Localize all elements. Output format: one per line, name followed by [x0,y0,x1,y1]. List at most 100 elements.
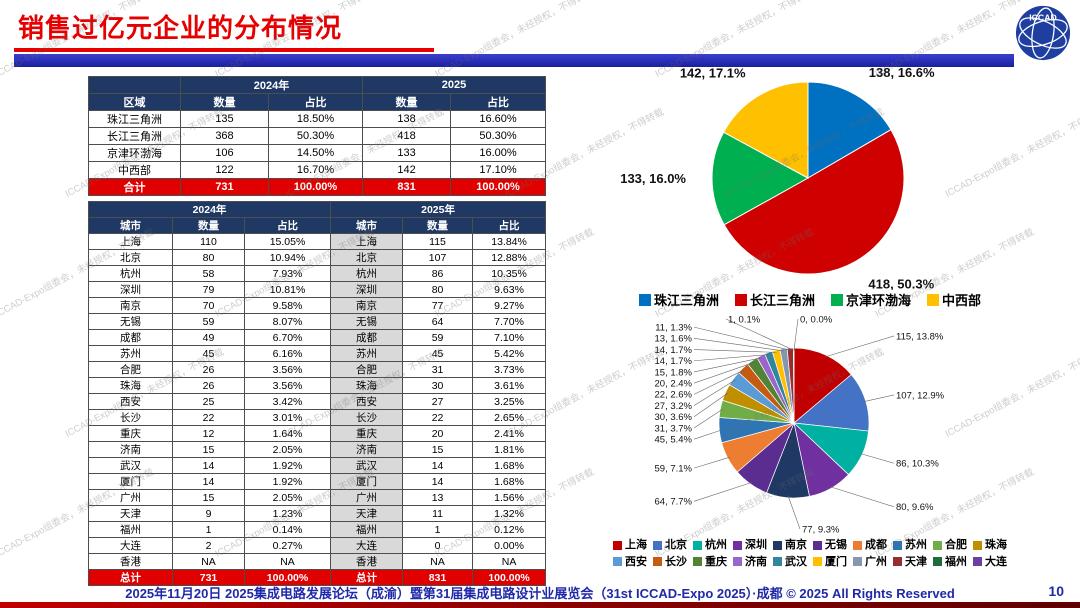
label-leader-line [693,379,736,406]
pie-data-label: 86, 10.3% [896,459,939,470]
table-row: 济南 15 2.05% 济南 15 1.81% [88,441,547,458]
legend-label: 广州 [865,555,887,568]
year-header-2024: 2024年 [179,76,364,94]
legend-swatch [853,557,862,567]
legend-item-深圳: 深圳 [733,537,767,554]
table-cell: 106 [180,144,269,162]
table-cell: 济南 [88,441,173,458]
table-cell: 3.25% [472,393,547,410]
footer: 2025年11月20日 2025集成电路发展论坛（成渝）暨第31届集成电路设计业… [0,583,1080,602]
table-cell: 苏州 [330,345,404,362]
table-cell: 杭州 [88,265,173,282]
pie-data-label: 115, 13.8% [896,331,944,342]
legend-swatch [893,557,902,567]
table-cell: 厦门 [88,473,173,490]
table-cell: 上海 [88,233,173,250]
table-cell: 10.94% [243,249,332,266]
table-cell: 50.30% [450,127,547,145]
legend-label: 珠海 [985,539,1007,551]
pct-header: 占比 [450,93,547,111]
table-cell: 天津 [88,505,173,522]
table-cell: 北京 [88,249,173,266]
pie-data-label: 14, 1.7% [655,345,693,356]
table-row: 广州 15 2.05% 广州 13 1.56% [88,489,547,506]
iccad-logo: ICCAD [1015,5,1071,61]
table-cell: 1.64% [243,425,332,442]
pie-slice-上海 [793,347,852,424]
legend-label: 京津环渤海 [846,293,912,308]
table-cell: 15.05% [243,233,332,250]
table-cell: 南京 [88,297,173,314]
table-cell: 14.50% [267,144,364,162]
table-cell: 大连 [330,537,404,554]
table-cell: 中西部 [88,161,181,179]
table-row: 长沙 22 3.01% 长沙 22 2.65% [88,409,547,426]
table-header-row: 2024年 2025 [88,76,547,94]
legend-label: 长沙 [665,555,687,568]
legend-item-成都: 成都 [853,537,887,554]
logo-globe-lines [1018,7,1068,59]
table-cell: 合肥 [88,361,173,378]
legend-item-重庆: 重庆 [693,554,727,571]
legend-swatch [734,293,747,306]
table-cell: 135 [180,110,269,128]
legend-row: 上海 北京 杭州 深圳 南京 无锡 成都 苏州 合肥 珠海 [613,537,1007,554]
table-cell: 16.60% [450,110,547,128]
total-row: 合计 731 100.00% 831 100.00% [88,178,547,196]
table-cell: 总计 [330,569,404,586]
table-cell: 7.10% [472,329,547,346]
table-cell: 20 [402,425,474,442]
legend-label: 无锡 [825,539,847,551]
pie-slice-长江三角洲 [723,129,905,275]
legend-swatch [831,293,843,306]
table-cell: 17.10% [450,161,547,179]
table-cell: 珠江三角洲 [88,110,181,128]
legend-swatch [813,540,822,550]
legend-row: 西安 长沙 重庆 济南 武汉 厦门 广州 天津 福州 大连 [613,554,1007,571]
city-table: 2024年 2025年 城市 数量 占比 城市 数量 占比 上海 110 15.05… [87,201,547,586]
label-leader-line [863,394,895,403]
legend-swatch [613,557,622,567]
table-cell: 9.27% [472,297,547,314]
table-row: 长江三角洲 368 50.30% 418 50.30% [88,127,547,145]
legend-item-长沙: 长沙 [653,554,687,571]
page-title: 销售过亿元企业的分布情况 [18,13,343,43]
table-cell: 2.05% [243,441,332,458]
table-row: 大连 2 0.27% 大连 0 0.00% [88,537,547,554]
label-leader-line [693,456,730,469]
table-cell: 珠海 [88,377,173,394]
table-cell: 1 [402,521,474,538]
legend-item-北京: 北京 [653,537,687,554]
total-row: 总计 731 100.00% 总计 831 100.00% [88,569,547,586]
label-leader-line [693,429,722,440]
table-cell: 2.65% [472,409,547,426]
year-header-2024: 2024年 [87,201,332,218]
legend-swatch [693,557,702,567]
table-cell: 122 [180,161,269,179]
label-leader-line [693,357,762,373]
city-pie-legend: 上海 北京 杭州 深圳 南京 无锡 成都 苏州 合肥 珠海 西安 长沙 重庆 济南 武汉 厦门 广州 天津 福州 大连 [598,537,1022,570]
legend-label: 济南 [745,555,767,568]
table-cell: 0 [402,537,474,554]
table-cell: 1 [172,521,245,538]
table-cell: 3.61% [472,377,547,394]
table-cell: 1.56% [472,489,547,506]
legend-label: 中西部 [942,293,982,308]
table-cell: 6.16% [243,345,332,362]
year-header-2025: 2025 [362,76,547,94]
legend-item-京津环渤海: 京津环渤海 [831,290,911,309]
qty-header: 数量 [402,217,474,234]
table-cell: 杭州 [330,265,404,282]
pie-data-label: 30, 3.6% [655,412,693,423]
table-cell: 1.92% [243,473,332,490]
legend-item-中西部: 中西部 [927,290,981,309]
table-cell: 1.68% [472,457,547,474]
region-pie-legend: 珠江三角洲 长江三角洲 京津环渤海 中西部 [598,290,1022,309]
pie-data-label: 107, 12.9% [896,390,945,401]
legend-item-南京: 南京 [773,537,807,554]
table-cell: 27 [402,393,474,410]
table-row: 杭州 58 7.93% 杭州 86 10.35% [88,265,547,282]
table-cell: 7.70% [472,313,547,330]
pie-data-label: 142, 17.1% [680,66,746,81]
